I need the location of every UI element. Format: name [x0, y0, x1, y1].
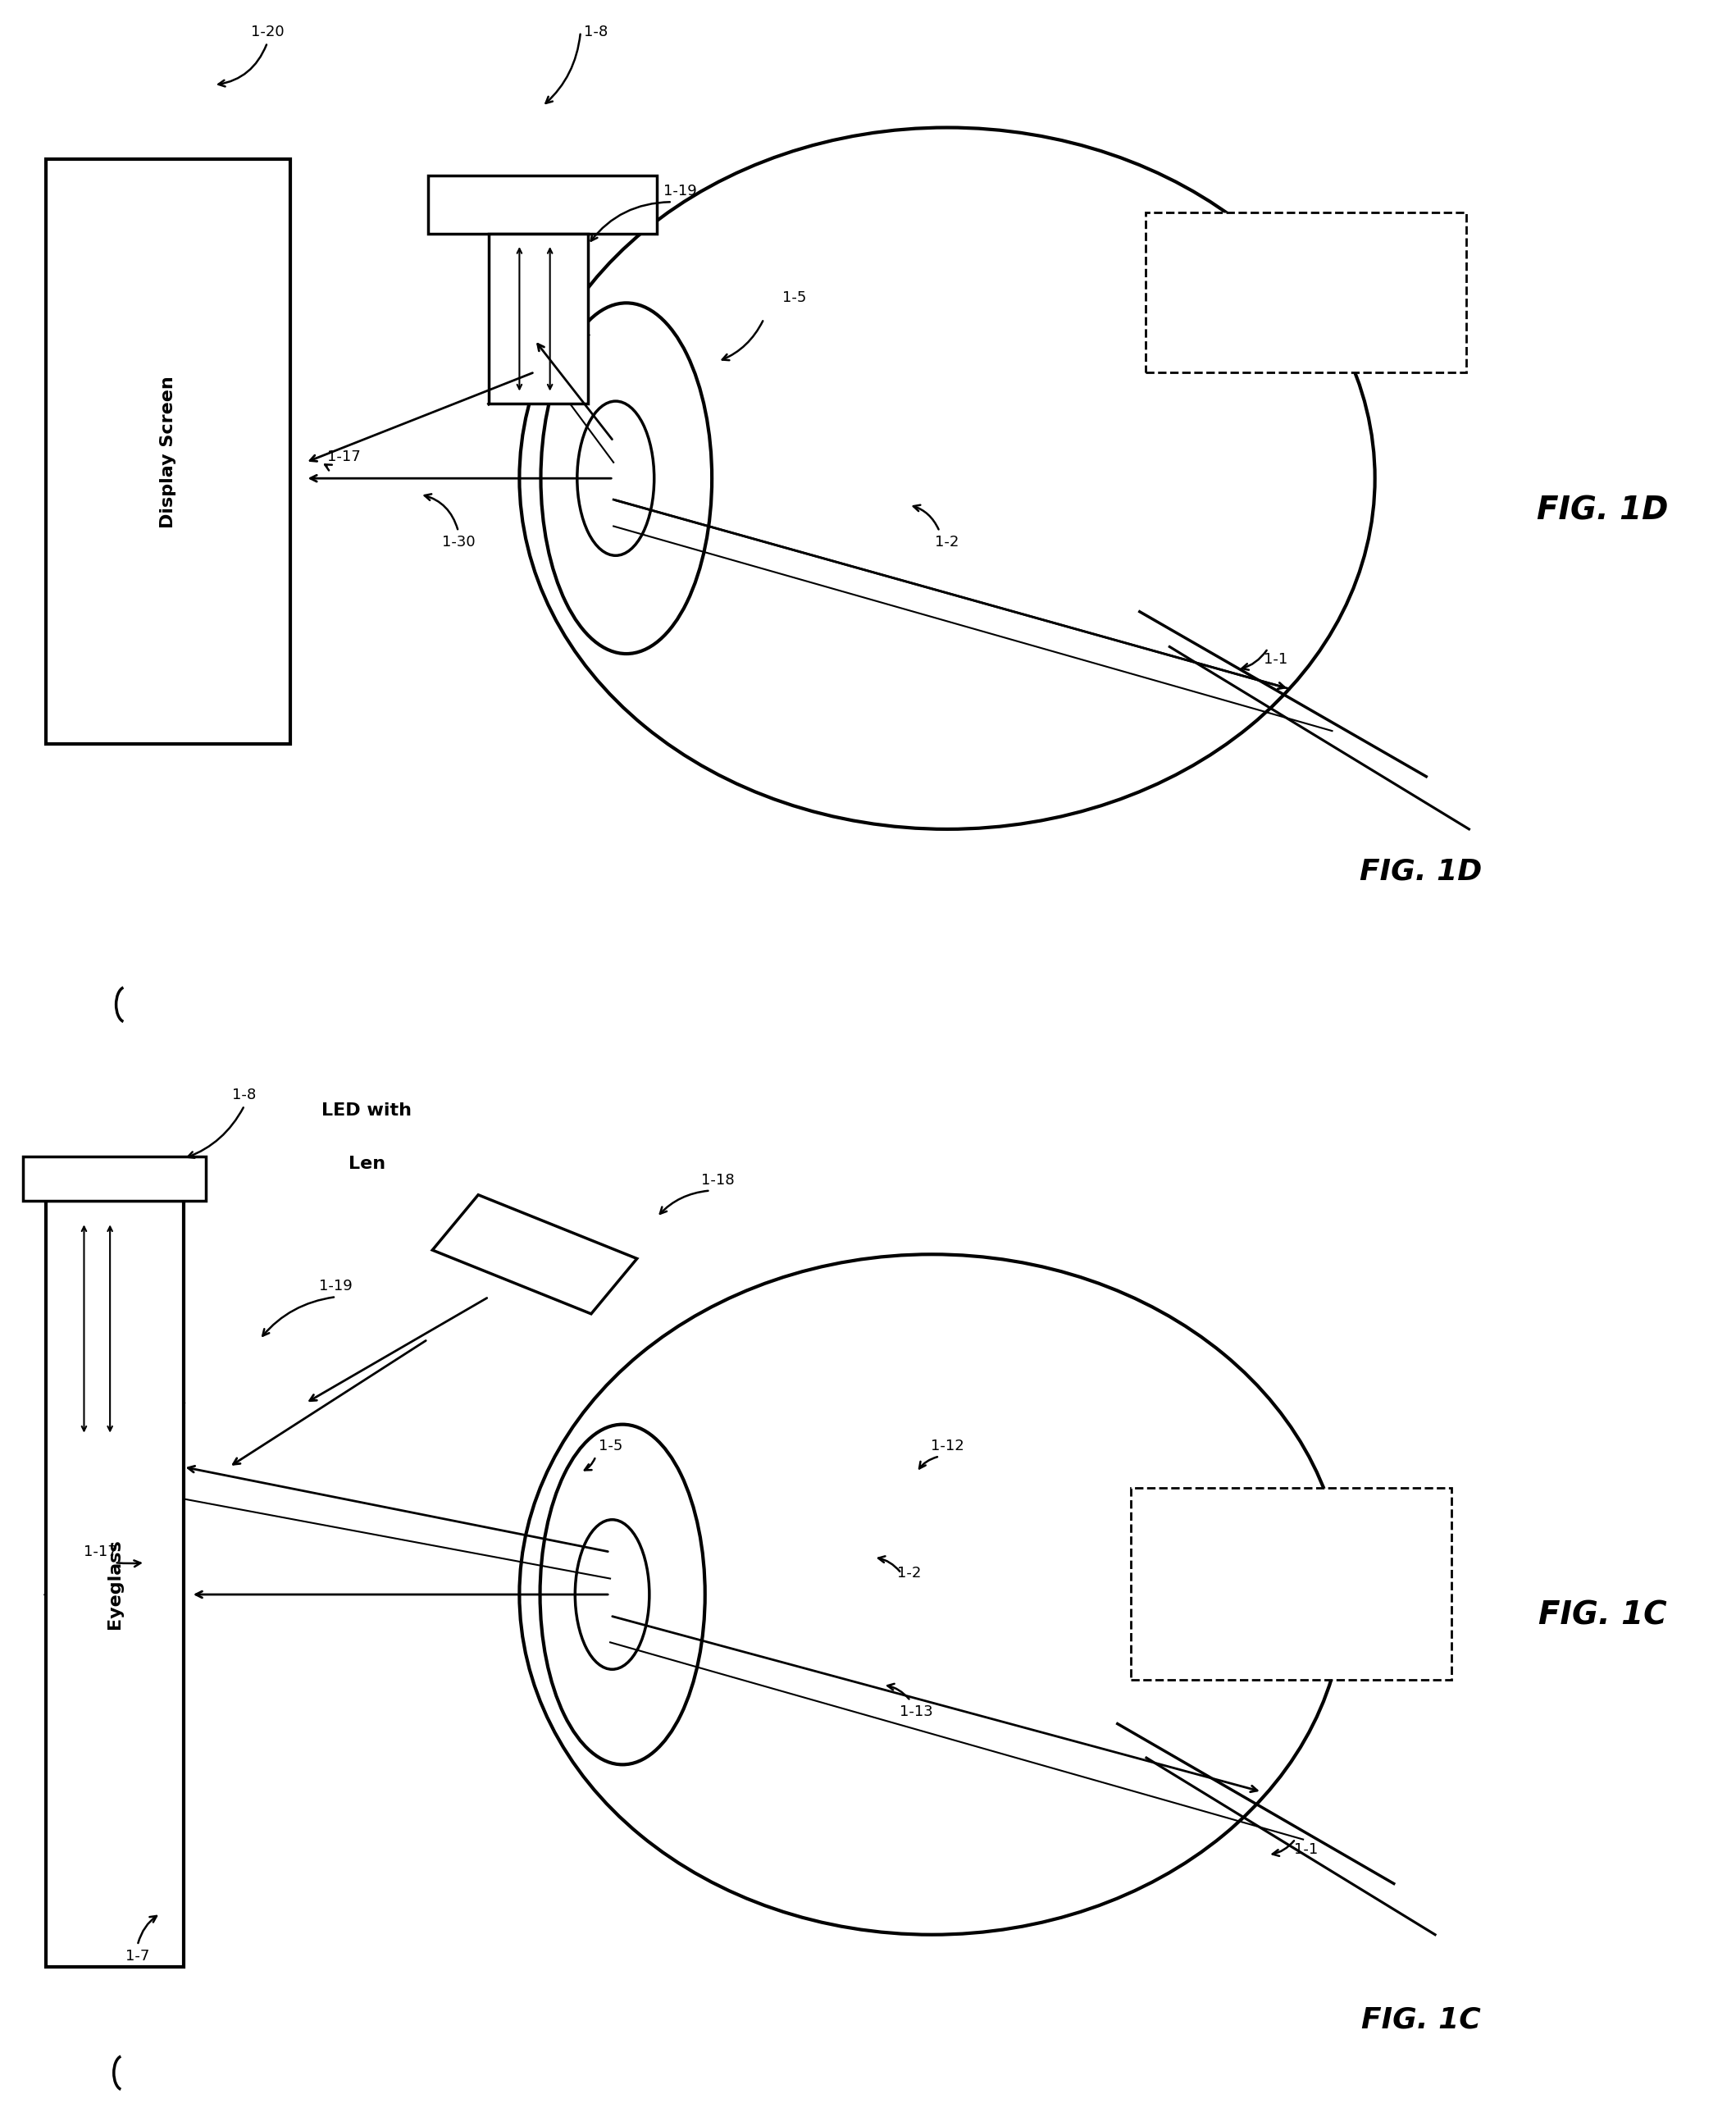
Text: Eyeglass: Eyeglass [106, 1539, 123, 1629]
FancyBboxPatch shape [432, 1195, 637, 1314]
Text: 1-12: 1-12 [930, 1439, 963, 1452]
Text: 1-17: 1-17 [83, 1546, 118, 1558]
Text: FIG. 1C: FIG. 1C [1361, 2005, 1481, 2035]
Text: 1-17: 1-17 [326, 451, 361, 463]
Text: 1-8: 1-8 [583, 26, 608, 38]
FancyBboxPatch shape [1146, 213, 1467, 372]
Text: FIG. 1C: FIG. 1C [1538, 1601, 1667, 1631]
Text: 1-1: 1-1 [1293, 1843, 1318, 1856]
Text: Right Eye: Right Eye [1299, 242, 1314, 342]
FancyBboxPatch shape [427, 176, 656, 234]
FancyBboxPatch shape [23, 1157, 207, 1201]
Text: 1-5: 1-5 [599, 1439, 623, 1452]
Text: 1-1: 1-1 [1264, 653, 1288, 665]
FancyBboxPatch shape [490, 234, 589, 404]
FancyBboxPatch shape [1130, 1488, 1451, 1680]
Text: FIG. 1D: FIG. 1D [1359, 857, 1483, 887]
Text: 1-7: 1-7 [125, 1950, 149, 1962]
Text: 1-2: 1-2 [936, 536, 960, 549]
FancyBboxPatch shape [45, 159, 290, 744]
Text: 1-30: 1-30 [441, 536, 476, 549]
Text: Right Eye: Right Eye [1283, 1535, 1299, 1633]
Text: 1-5: 1-5 [783, 291, 807, 304]
Text: 1-18: 1-18 [701, 1174, 734, 1186]
Text: 1-2: 1-2 [898, 1567, 922, 1580]
Text: 1-20: 1-20 [250, 26, 285, 38]
FancyBboxPatch shape [45, 1201, 184, 1967]
Text: 1-8: 1-8 [233, 1089, 257, 1101]
Text: 1-19: 1-19 [663, 185, 696, 198]
Text: Len: Len [349, 1157, 385, 1171]
Text: LED with: LED with [321, 1103, 411, 1118]
Text: FIG. 1D: FIG. 1D [1536, 495, 1668, 525]
Text: 1-19: 1-19 [319, 1280, 352, 1293]
Text: Display Screen: Display Screen [160, 376, 177, 527]
Text: 1-13: 1-13 [899, 1705, 934, 1718]
